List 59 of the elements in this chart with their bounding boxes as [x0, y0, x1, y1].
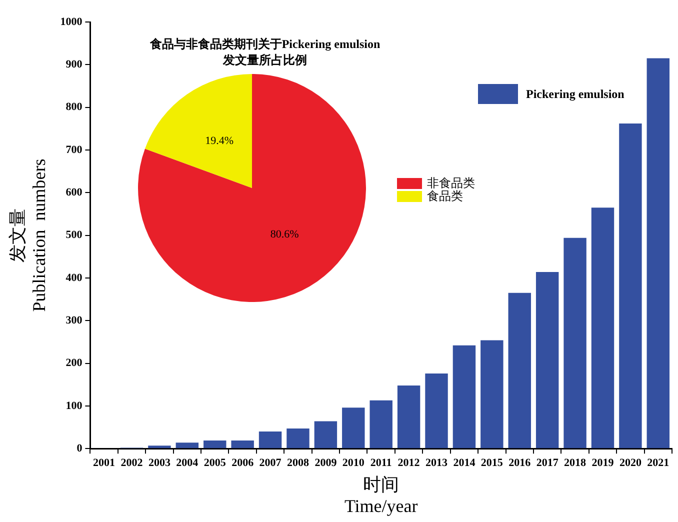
x-tick-label: 2014 [453, 457, 476, 470]
x-tick-label: 2001 [93, 457, 116, 470]
y-tick-label: 700 [66, 144, 83, 156]
x-tick-label: 2004 [176, 457, 199, 470]
x-tick-label: 2009 [314, 457, 338, 470]
data-label: 19.4% [205, 135, 234, 148]
y-tick-label: 800 [66, 101, 83, 114]
bar [370, 400, 392, 448]
bar [536, 272, 559, 448]
x-tick-label: 2008 [286, 457, 310, 470]
x-tick-label: 2011 [370, 457, 392, 470]
y-tick-label: 200 [66, 357, 83, 370]
bar [425, 374, 448, 448]
x-tick-label: 2007 [259, 457, 282, 470]
bar [286, 428, 310, 448]
bar [231, 440, 254, 448]
bar [342, 408, 365, 448]
x-tick-label: 2003 [148, 457, 171, 470]
x-tick-label: 2018 [564, 457, 587, 470]
x-tick-label: 2016 [508, 457, 532, 470]
chart-title: 食品与非食品类期刊关于Pickering emulsion 发文量所占比例 [148, 36, 382, 68]
data-label: 80.6% [270, 228, 299, 241]
y-axis-title: 发文量 Publication numbers [8, 158, 50, 312]
legend-label: 食品类 [427, 189, 463, 203]
bar [397, 385, 420, 448]
bar [148, 446, 171, 448]
bar [564, 238, 586, 448]
bar [176, 442, 199, 448]
y-tick-label: 400 [66, 272, 83, 284]
x-axis-title: 时间 Time/year [344, 474, 418, 516]
x-tick-label: 2012 [398, 457, 420, 470]
x-tick-label: 2010 [342, 457, 365, 470]
x-tick-label: 2015 [480, 457, 504, 470]
bar [258, 432, 282, 448]
x-tick-label: 2013 [426, 457, 448, 470]
bar [452, 345, 476, 448]
bar [314, 421, 338, 448]
x-tick-label: 2019 [592, 457, 614, 470]
x-tick-label: 2021 [647, 457, 670, 470]
legend-label: Pickering emulsion [526, 86, 624, 100]
x-tick-label: 2020 [619, 457, 642, 470]
x-tick-label: 2017 [536, 457, 559, 470]
legend-label: 非食品类 [427, 176, 475, 190]
y-tick-label: 100 [66, 400, 83, 412]
x-tick-label: 2006 [232, 457, 254, 470]
y-tick-label: 600 [66, 186, 83, 198]
bar [619, 124, 642, 448]
bar [508, 292, 531, 448]
bar [646, 58, 670, 448]
bar [591, 208, 614, 448]
x-tick-label: 2005 [204, 457, 226, 470]
bar [204, 440, 226, 448]
x-tick-label: 2002 [120, 457, 144, 470]
bar [480, 340, 504, 448]
y-tick-label: 900 [66, 58, 83, 71]
y-tick-label: 300 [66, 314, 83, 326]
y-tick-label: 500 [66, 229, 83, 242]
y-tick-label: 0 [76, 442, 83, 454]
y-tick-label: 1000 [60, 16, 83, 28]
